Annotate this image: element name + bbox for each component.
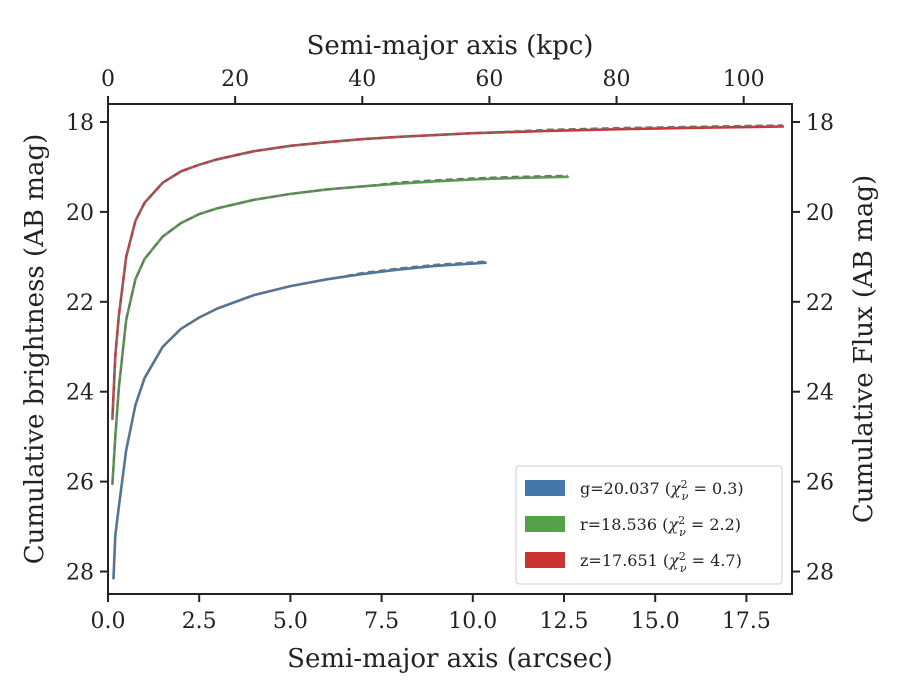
series-line-g	[112, 261, 487, 580]
x-tick-label: 15.0	[631, 609, 680, 634]
y-tick-label: 28	[66, 561, 94, 586]
legend-label-part: 2	[681, 478, 688, 491]
top-x-axis-label: Semi-major axis (kpc)	[307, 31, 594, 61]
x-tick-label: 10.0	[448, 609, 497, 634]
top-x-tick-label: 40	[348, 67, 376, 92]
right-y-axis-ticks: 18 20 22 24 26 28	[792, 111, 834, 586]
legend-box	[515, 465, 783, 585]
top-x-tick-label: 0	[101, 67, 115, 92]
plot-frame	[107, 103, 793, 595]
legend-label-part: ν	[679, 526, 686, 539]
fit-line-z	[111, 124, 783, 419]
right-y-tick-label: 28	[806, 561, 834, 586]
fit-line-r	[111, 174, 568, 484]
legend-entry-label: g=20.037 (χ2 ν = 0.3)	[580, 478, 744, 503]
top-x-tick-label: 80	[603, 67, 631, 92]
legend-entry-label: r=18.536 (χ2 ν = 2.2)	[580, 514, 741, 539]
legend-label-part: = 0.3)	[688, 479, 743, 498]
legend-label-part: z=17.651 (	[580, 551, 669, 570]
x-tick-label: 12.5	[540, 609, 589, 634]
legend-label-part: χ	[668, 551, 680, 570]
series-layer	[111, 124, 785, 580]
legend-label-part: = 2.2)	[686, 515, 741, 534]
top-x-axis-ticks: 0 20 40 60 80 100	[101, 67, 765, 104]
x-tick-label: 2.5	[182, 609, 217, 634]
right-y-axis-label: Cumulative Flux (AB mag)	[849, 175, 879, 523]
y-tick-label: 22	[66, 291, 94, 316]
y-axis-label: Cumulative brightness (AB mag)	[20, 134, 50, 565]
fit-line-g	[112, 260, 486, 579]
top-x-tick-label: 60	[475, 67, 503, 92]
legend-swatch	[525, 516, 565, 532]
right-y-tick-label: 20	[806, 201, 834, 226]
x-tick-label: 17.5	[722, 609, 771, 634]
right-y-tick-label: 22	[806, 291, 834, 316]
right-y-tick-label: 18	[806, 111, 834, 136]
legend-label-part: g=20.037 (	[580, 479, 671, 498]
top-x-tick-label: 20	[221, 67, 249, 92]
x-axis-label: Semi-major axis (arcsec)	[287, 644, 613, 674]
y-axis-ticks: 18 20 22 24 26 28	[66, 111, 108, 586]
series-line-z	[111, 125, 785, 420]
y-tick-label: 18	[66, 111, 94, 136]
legend-label-part: = 4.7)	[687, 551, 742, 570]
legend-swatch	[525, 480, 565, 496]
legend-entry-label: z=17.651 (χ2 ν = 4.7)	[580, 550, 742, 575]
x-axis-ticks: 0.0 2.5 5.0 7.5 10.0 12.5 15.0 17.5	[91, 594, 771, 634]
y-tick-label: 20	[66, 201, 94, 226]
legend-label-part: 2	[678, 514, 685, 527]
right-y-tick-label: 24	[806, 381, 834, 406]
legend-swatch	[525, 552, 565, 568]
legend-label-part: χ	[667, 515, 679, 534]
y-tick-label: 26	[66, 471, 94, 496]
x-tick-label: 5.0	[273, 609, 308, 634]
legend-label-part: ν	[680, 562, 687, 575]
legend-label-part: χ	[670, 479, 682, 498]
top-x-tick-label: 100	[723, 67, 765, 92]
y-tick-label: 24	[66, 381, 94, 406]
legend-label-part: 2	[679, 550, 686, 563]
legend: g=20.037 (χ2 ν = 0.3)r=18.536 (χ2 ν = 2.2)…	[515, 465, 783, 585]
x-tick-label: 0.0	[91, 609, 126, 634]
right-y-tick-label: 26	[806, 471, 834, 496]
x-tick-label: 7.5	[364, 609, 399, 634]
legend-label-part: r=18.536 (	[580, 515, 668, 534]
legend-label-part: ν	[682, 490, 689, 503]
